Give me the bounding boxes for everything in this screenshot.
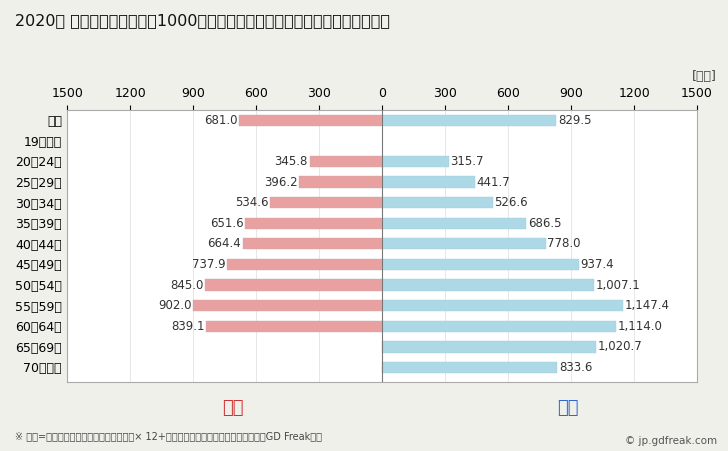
Text: 902.0: 902.0: [158, 299, 191, 312]
Bar: [299, 176, 382, 188]
Bar: [245, 217, 382, 229]
Bar: [382, 238, 545, 249]
Text: 833.6: 833.6: [559, 361, 593, 374]
Bar: [243, 238, 382, 249]
Bar: [240, 115, 382, 126]
Text: 1,147.4: 1,147.4: [625, 299, 670, 312]
Text: 男性: 男性: [557, 399, 579, 417]
Text: 441.7: 441.7: [477, 175, 510, 189]
Text: 1,114.0: 1,114.0: [618, 320, 662, 333]
Bar: [382, 259, 579, 270]
Bar: [382, 279, 593, 291]
Text: [万円]: [万円]: [692, 70, 717, 83]
Text: 315.7: 315.7: [450, 155, 483, 168]
Text: 839.1: 839.1: [171, 320, 205, 333]
Bar: [206, 321, 382, 332]
Bar: [382, 197, 493, 208]
Text: 1,007.1: 1,007.1: [596, 279, 640, 291]
Text: 664.4: 664.4: [207, 237, 241, 250]
Bar: [309, 156, 382, 167]
Bar: [382, 115, 556, 126]
Bar: [382, 321, 616, 332]
Text: 534.6: 534.6: [235, 196, 269, 209]
Text: 737.9: 737.9: [192, 258, 226, 271]
Text: 女性: 女性: [222, 399, 244, 417]
Text: 345.8: 345.8: [274, 155, 308, 168]
Text: 651.6: 651.6: [210, 217, 244, 230]
Text: 845.0: 845.0: [170, 279, 203, 291]
Text: 1,020.7: 1,020.7: [598, 341, 643, 353]
Text: ※ 年収=「きまって支給する現金給与額」× 12+「年間賞与その他特別給与額」としてGD Freak推計: ※ 年収=「きまって支給する現金給与額」× 12+「年間賞与その他特別給与額」と…: [15, 431, 322, 441]
Bar: [205, 279, 382, 291]
Text: 778.0: 778.0: [547, 237, 581, 250]
Bar: [382, 217, 526, 229]
Text: 2020年 民間企業（従業者数1000人以上）フルタイム労働者の男女別平均年収: 2020年 民間企業（従業者数1000人以上）フルタイム労働者の男女別平均年収: [15, 14, 389, 28]
Text: 829.5: 829.5: [558, 114, 592, 127]
Text: 686.5: 686.5: [528, 217, 561, 230]
Text: 396.2: 396.2: [264, 175, 298, 189]
Text: 526.6: 526.6: [494, 196, 528, 209]
Bar: [227, 259, 382, 270]
Bar: [382, 176, 475, 188]
Text: © jp.gdfreak.com: © jp.gdfreak.com: [625, 436, 717, 446]
Bar: [193, 300, 382, 311]
Text: 681.0: 681.0: [204, 114, 237, 127]
Bar: [382, 341, 596, 353]
Bar: [270, 197, 382, 208]
Bar: [382, 300, 623, 311]
Text: 937.4: 937.4: [581, 258, 614, 271]
Bar: [382, 156, 448, 167]
Bar: [382, 362, 557, 373]
